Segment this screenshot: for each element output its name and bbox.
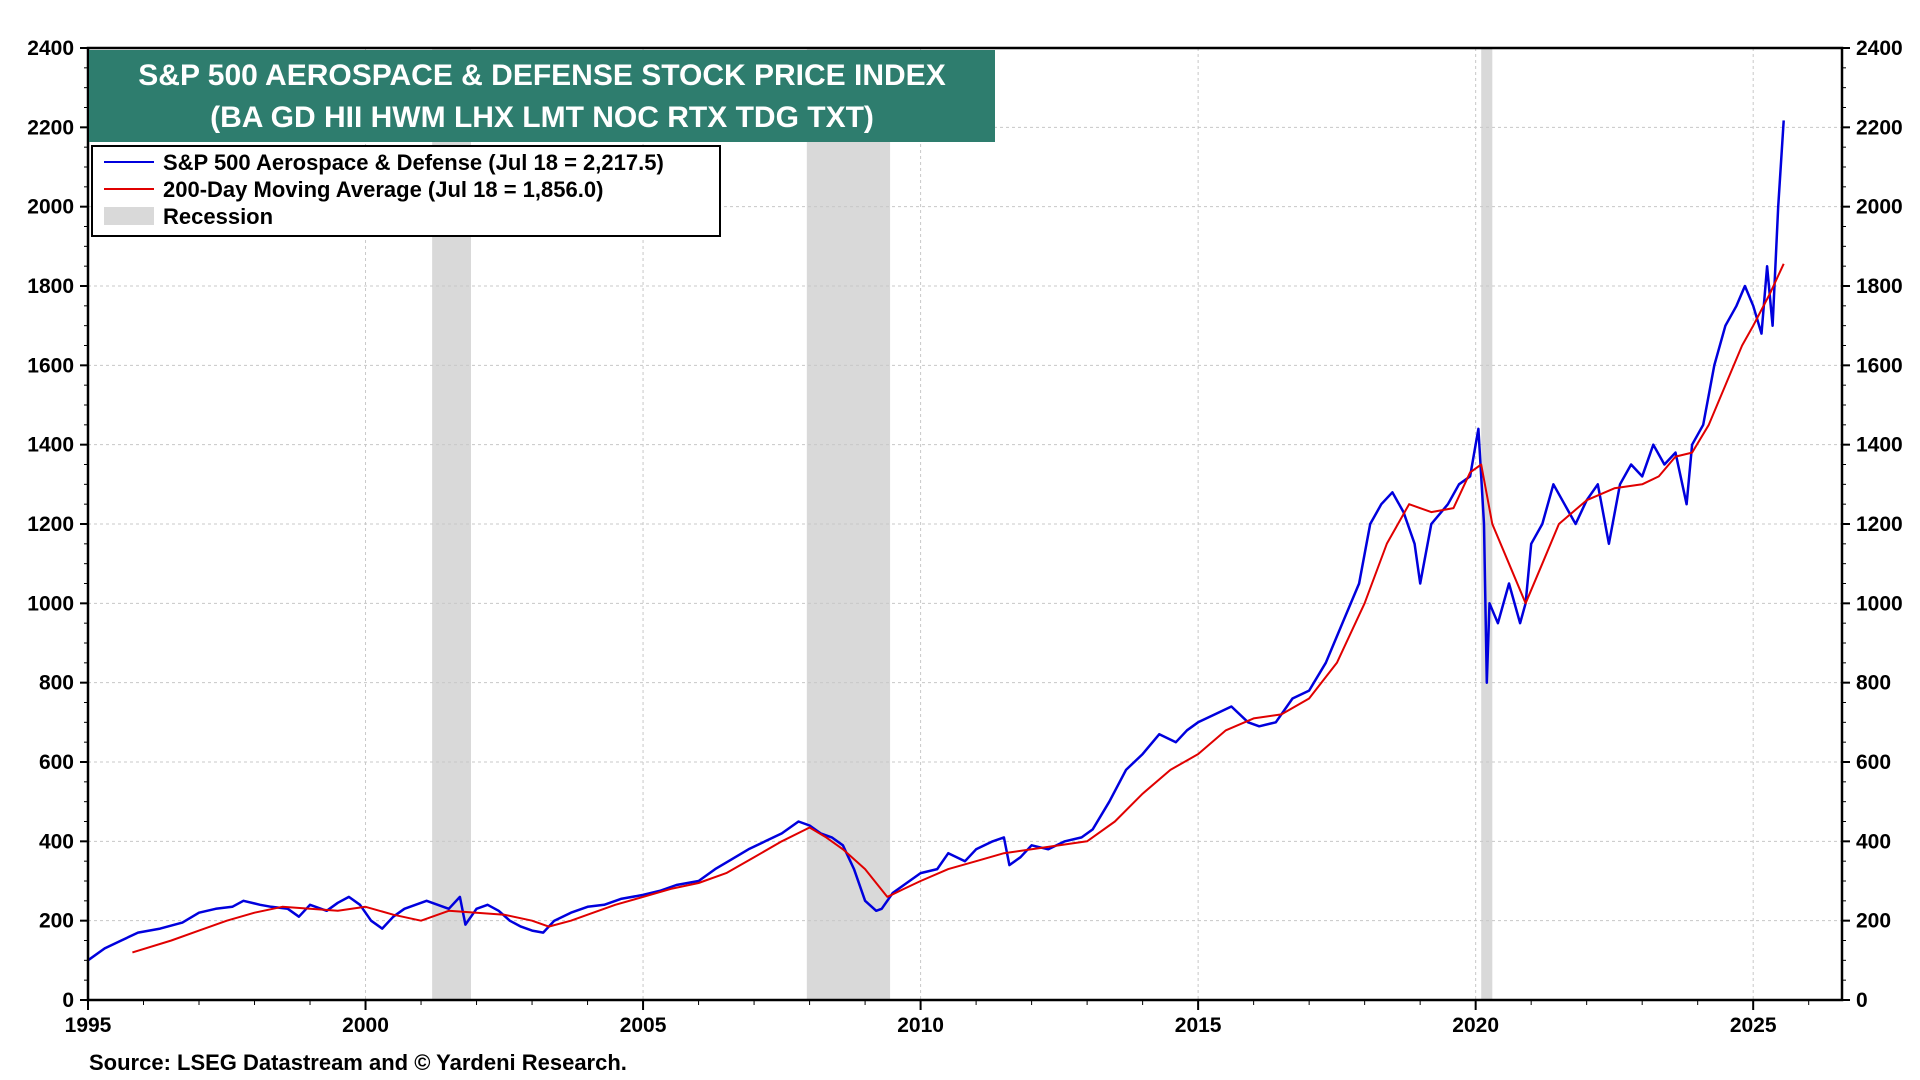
legend: S&P 500 Aerospace & Defense (Jul 18 = 2,… <box>91 145 721 237</box>
y-tick-label-left: 600 <box>39 751 74 774</box>
y-tick-label-right: 1600 <box>1856 354 1903 377</box>
y-tick-label-left: 800 <box>39 672 74 695</box>
y-tick-label-right: 2200 <box>1856 116 1903 139</box>
y-tick-label-right: 0 <box>1856 989 1868 1012</box>
series-line-price <box>87 120 1785 962</box>
y-tick-label-left: 0 <box>62 989 74 1012</box>
source-note: Source: LSEG Datastream and © Yardeni Re… <box>89 1050 627 1075</box>
y-tick-label-right: 800 <box>1856 672 1891 695</box>
y-tick-label-left: 1200 <box>27 513 74 536</box>
y-tick-label-left: 400 <box>39 830 74 853</box>
y-tick-label-right: 200 <box>1856 910 1891 933</box>
y-tick-label-right: 1800 <box>1856 275 1903 298</box>
x-tick-label: 2005 <box>620 1014 667 1037</box>
series-line-moving-average <box>132 263 1785 954</box>
legend-entry-recession: Recession <box>163 204 273 229</box>
y-tick-label-left: 2000 <box>27 196 74 219</box>
legend-entry-price: S&P 500 Aerospace & Defense (Jul 18 = 2,… <box>163 150 664 175</box>
y-tick-label-right: 1200 <box>1856 513 1903 536</box>
x-tick-label: 2020 <box>1452 1014 1499 1037</box>
y-tick-label-right: 2400 <box>1856 37 1903 60</box>
x-tick-label: 2025 <box>1730 1014 1777 1037</box>
x-tick-label: 2010 <box>897 1014 944 1037</box>
x-tick-label: 1995 <box>65 1014 112 1037</box>
chart-subtitle: (BA GD HII HWM LHX LMT NOC RTX TDG TXT) <box>210 101 874 134</box>
chart-title: S&P 500 AEROSPACE & DEFENSE STOCK PRICE … <box>138 59 945 92</box>
x-tick-label: 2000 <box>342 1014 389 1037</box>
x-tick-label: 2015 <box>1175 1014 1222 1037</box>
y-tick-label-right: 1400 <box>1856 434 1903 457</box>
plot-series <box>87 120 1785 962</box>
legend-box <box>91 145 721 237</box>
y-tick-label-right: 400 <box>1856 830 1891 853</box>
y-tick-label-left: 200 <box>39 910 74 933</box>
y-tick-label-left: 1600 <box>27 354 74 377</box>
axes: 0 0 200 200 400 400 600 600 800 800 1000 1000 1200 12… <box>27 37 1902 1037</box>
legend-entry-moving-average: 200-Day Moving Average (Jul 18 = 1,856.0… <box>163 177 603 202</box>
y-tick-label-left: 2400 <box>27 37 74 60</box>
legend-swatch-recession <box>104 207 154 225</box>
y-tick-label-right: 600 <box>1856 751 1891 774</box>
y-tick-label-right: 2000 <box>1856 196 1903 219</box>
y-tick-label-left: 1800 <box>27 275 74 298</box>
y-tick-label-right: 1000 <box>1856 592 1903 615</box>
y-tick-label-left: 2200 <box>27 116 74 139</box>
y-tick-label-left: 1000 <box>27 592 74 615</box>
y-tick-label-left: 1400 <box>27 434 74 457</box>
title-box: S&P 500 AEROSPACE & DEFENSE STOCK PRICE … <box>89 50 995 142</box>
title-background <box>89 50 995 142</box>
